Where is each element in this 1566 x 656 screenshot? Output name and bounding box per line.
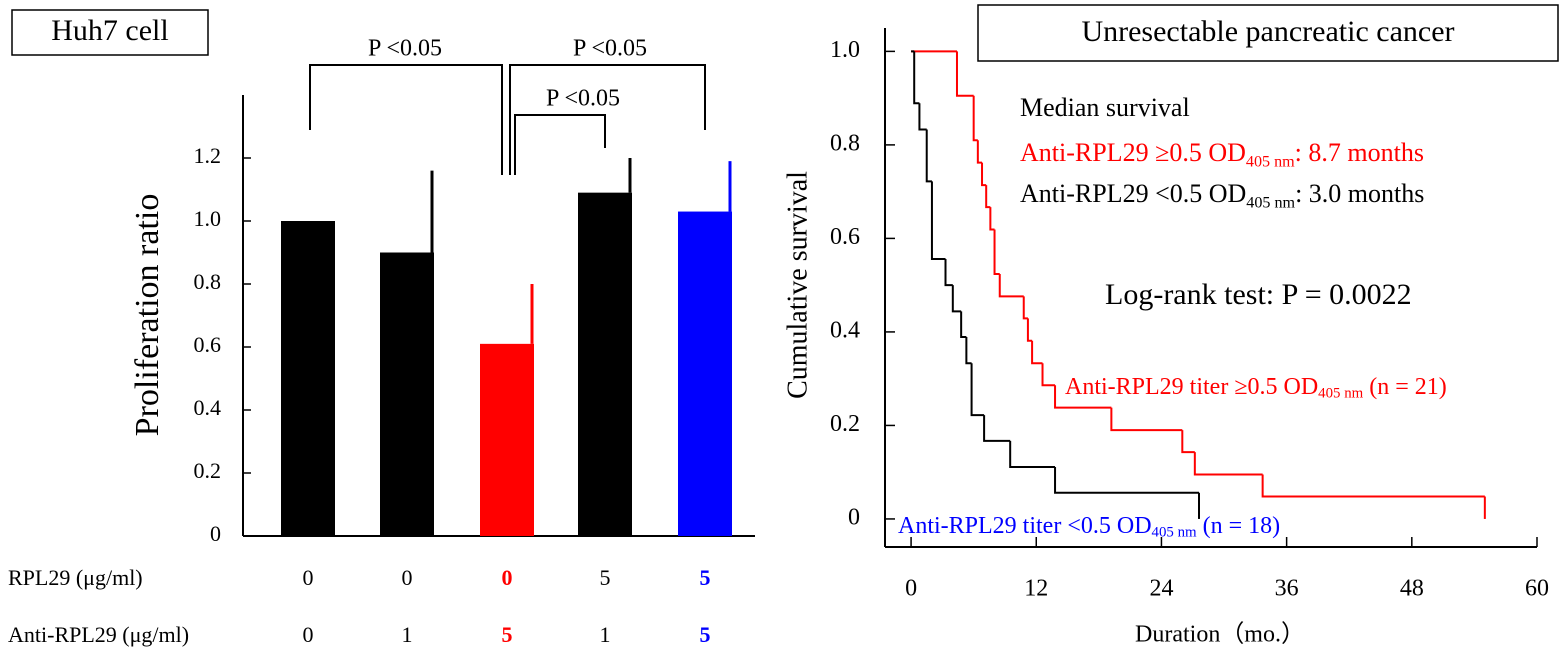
y-tick-label: 0.2 (830, 411, 860, 437)
y-tick-label: 1.0 (194, 206, 222, 231)
annotation: Median survival (1020, 93, 1190, 122)
bar (480, 343, 534, 536)
panel-label: Unresectable pancreatic cancer (1081, 15, 1454, 48)
significance-bracket (514, 114, 606, 175)
series-label: Anti-RPL29 titer <0.5 OD405 nm (n = 18) (898, 513, 1280, 542)
panel-box (977, 4, 1559, 62)
y-tick-label: 0 (210, 521, 221, 546)
survival-step (960, 311, 967, 339)
survival-step (1026, 318, 1033, 342)
text-part: Anti-RPL29 ≥0.5 OD (1020, 138, 1246, 167)
survival-step (981, 162, 987, 187)
y-tick-label: 0.2 (194, 458, 222, 483)
row-value: 0 (303, 565, 314, 590)
survival-step (983, 415, 1011, 442)
significance-label: P <0.05 (546, 86, 620, 112)
y-tick-label: 1.2 (194, 143, 222, 168)
survival-step (993, 229, 1000, 275)
y-tick-label: 0.8 (194, 269, 222, 294)
text-part: : 8.7 months (1295, 138, 1424, 167)
survival-step (930, 181, 946, 260)
y-axis-title: Proliferation ratio (129, 194, 166, 437)
bar (281, 221, 335, 536)
row-value: 5 (700, 622, 711, 647)
text-part: : 3.0 months (1295, 179, 1424, 208)
subscript: 405 nm (1246, 153, 1295, 170)
annotation: Anti-RPL29 ≥0.5 OD405 nm: 8.7 months (1020, 138, 1424, 170)
significance-label: P <0.05 (368, 36, 442, 62)
significance-bracket (509, 64, 706, 175)
significance-label: P <0.05 (573, 36, 647, 62)
text-part: (n = 21) (1363, 374, 1447, 400)
bar (578, 192, 632, 536)
survival-step (972, 95, 978, 142)
text-part: Median survival (1020, 93, 1190, 122)
row-value: 1 (600, 622, 611, 647)
row-value: 5 (700, 565, 711, 590)
significance-bracket (309, 64, 503, 175)
y-tick-label: 0.8 (830, 130, 860, 156)
series-label: Anti-RPL29 titer ≥0.5 OD405 nm (n = 21) (1065, 374, 1447, 403)
subscript: 405 nm (1318, 386, 1363, 402)
y-tick-label: 0.6 (830, 224, 860, 250)
y-tick-label: 0.4 (830, 317, 860, 343)
row-label: Anti-RPL29 (μg/ml) (8, 622, 189, 647)
bar (380, 252, 434, 536)
text-part: (n = 18) (1197, 513, 1281, 539)
survival-step (955, 51, 974, 97)
survival-step (1261, 474, 1485, 498)
x-tick-label: 12 (1024, 576, 1048, 602)
survival-step (1181, 430, 1195, 454)
annotation: Log-rank test: P = 0.0022 (1105, 278, 1412, 311)
survival-step (925, 129, 932, 183)
x-tick-label: 24 (1149, 576, 1173, 602)
x-tick-label: 0 (905, 576, 917, 602)
bar (678, 211, 732, 537)
row-value: 5 (502, 622, 513, 647)
survival-step (944, 258, 953, 287)
y-tick-label: 0.4 (194, 395, 222, 420)
y-tick-label: 0.6 (194, 332, 222, 357)
survival-step (1054, 467, 1199, 494)
x-tick-label: 36 (1275, 576, 1299, 602)
panel-box (11, 9, 209, 56)
text-part: Log-rank test: P = 0.0022 (1105, 278, 1412, 311)
y-axis-title: Cumulative survival (782, 171, 813, 399)
survival-step (1193, 452, 1263, 476)
text-part: Anti-RPL29 titer <0.5 OD (898, 513, 1152, 539)
survival-step (970, 363, 985, 417)
survival-step (965, 337, 972, 365)
survival-step (913, 51, 920, 105)
text-part: Anti-RPL29 titer ≥0.5 OD (1065, 374, 1318, 400)
survival-step (951, 285, 962, 313)
survival-step (985, 185, 991, 209)
row-value: 0 (303, 622, 314, 647)
y-tick-label: 0 (848, 504, 860, 530)
panel-label: Huh7 cell (51, 14, 168, 47)
row-value: 0 (502, 565, 513, 590)
survival-step (918, 103, 927, 131)
y-tick-label: 1.0 (830, 37, 860, 63)
survival-step (1022, 296, 1028, 320)
row-value: 1 (402, 622, 413, 647)
survival-step (1110, 407, 1183, 432)
text-part: Anti-RPL29 <0.5 OD (1020, 179, 1246, 208)
survival-step (1041, 363, 1056, 387)
survival-step (989, 207, 995, 231)
x-axis-title: Duration（mo.） (1135, 622, 1305, 648)
x-tick-label: 48 (1400, 576, 1424, 602)
annotation: Anti-RPL29 <0.5 OD405 nm: 3.0 months (1020, 179, 1424, 211)
survival-step (1009, 440, 1056, 469)
row-value: 0 (402, 565, 413, 590)
subscript: 405 nm (1246, 194, 1295, 211)
row-value: 5 (600, 565, 611, 590)
survival-step (1054, 385, 1112, 409)
survival-step (1031, 340, 1043, 365)
x-tick-label: 60 (1525, 576, 1549, 602)
row-label: RPL29 (μg/ml) (8, 565, 143, 590)
survival-step (998, 273, 1024, 298)
subscript: 405 nm (1152, 525, 1197, 541)
survival-step (976, 140, 983, 164)
